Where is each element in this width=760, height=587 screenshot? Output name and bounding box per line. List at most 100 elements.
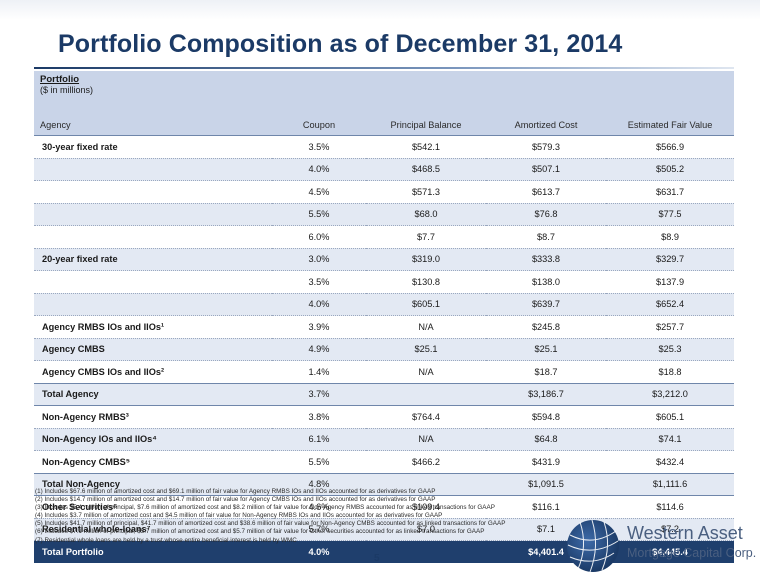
principal-balance-cell: $7.7: [366, 225, 486, 249]
principal-balance-cell: $466.2: [366, 450, 486, 474]
row-label: [34, 158, 272, 181]
footnote: (5) Includes $41.7 million of principal,…: [35, 520, 506, 528]
coupon-cell: 4.0%: [272, 540, 366, 563]
amortized-cost-cell: $639.7: [486, 293, 606, 316]
coupon-cell: 5.7%: [272, 518, 366, 541]
principal-balance-cell: $25.1: [366, 338, 486, 361]
column-header-agency: Agency: [34, 114, 272, 136]
principal-balance-cell: $319.0: [366, 248, 486, 271]
coupon-cell: 3.7%: [272, 382, 366, 406]
table-row: 20-year fixed rate 3.0% $319.0 $333.8 $329.7: [34, 248, 735, 271]
row-label: Agency CMBS: [34, 338, 272, 361]
row-label: [34, 270, 272, 294]
amortized-cost-cell: $245.8: [486, 315, 606, 339]
page-title: Portfolio Composition as of December 31,…: [58, 30, 623, 58]
row-label: Total Portfolio: [34, 540, 272, 563]
principal-balance-cell: $109.4: [366, 495, 486, 519]
table-row: Non-Agency IOs and IIOs⁴ 6.1% N/A $64.8 $74.…: [34, 428, 735, 451]
table-row: 5.5% $68.0 $76.8 $77.5: [34, 203, 735, 226]
logo-subtitle: Mortgage Capital Corp.: [627, 546, 757, 560]
coupon-cell: 4.6%: [272, 495, 366, 519]
table-row: 4.5% $571.3 $613.7 $631.7: [34, 180, 735, 204]
row-label: Agency CMBS IOs and IIOs²: [34, 360, 272, 384]
row-label: Residential whole-loans⁷: [34, 518, 272, 541]
column-header-coupon: Coupon: [272, 114, 366, 136]
table-subtitle: ($ in millions): [40, 85, 94, 95]
fair-value-cell: $137.9: [606, 270, 735, 294]
coupon-cell: 1.4%: [272, 360, 366, 384]
row-label: 20-year fixed rate: [34, 248, 272, 271]
fair-value-cell: $631.7: [606, 180, 735, 204]
coupon-cell: 5.5%: [272, 203, 366, 226]
table-row: Non-Agency RMBS³ 3.8% $764.4 $594.8 $605.1: [34, 405, 735, 429]
amortized-cost-cell: $431.9: [486, 450, 606, 474]
table-title: Portfolio: [40, 74, 80, 85]
coupon-cell: 5.5%: [272, 450, 366, 474]
footnote: (7) Residential whole loans are held by …: [35, 536, 297, 544]
row-label: Non-Agency CMBS⁵: [34, 450, 272, 474]
principal-balance-cell: $7.0: [366, 518, 486, 541]
principal-balance-cell: N/A: [366, 360, 486, 384]
coupon-cell: 4.0%: [272, 158, 366, 181]
footnote: (1) Includes $67.6 million of amortized …: [35, 488, 436, 495]
column-header-row: Agency Coupon Principal Balance Amortize…: [34, 114, 735, 136]
coupon-cell: 4.8%: [272, 472, 366, 496]
amortized-cost-cell: $613.7: [486, 180, 606, 204]
row-label: [34, 225, 272, 249]
table-row: Total Non-Agency 4.8% $1,091.5 $1,111.6: [34, 472, 735, 496]
amortized-cost-cell: $25.1: [486, 338, 606, 361]
coupon-cell: 3.5%: [272, 270, 366, 294]
portfolio-table: Portfolio ($ in millions) Agency Coupon …: [34, 71, 735, 563]
table-row: 4.0% $605.1 $639.7 $652.4: [34, 293, 735, 316]
principal-balance-cell: N/A: [366, 428, 486, 451]
fair-value-cell: $4,445.4: [606, 540, 735, 563]
fair-value-cell: $1,111.6: [606, 472, 735, 496]
row-label: Agency RMBS IOs and IIOs¹: [34, 315, 272, 339]
column-header-principal-balance: Principal Balance: [366, 114, 486, 136]
column-header-fair-value: Estimated Fair Value: [606, 114, 735, 136]
amortized-cost-cell: $1,091.5: [486, 472, 606, 496]
footnote: (6) Includes $7.1 million of principal, …: [35, 528, 485, 536]
amortized-cost-cell: $507.1: [486, 158, 606, 181]
fair-value-cell: $329.7: [606, 248, 735, 271]
portfolio-table-container: Portfolio ($ in millions) Agency Coupon …: [34, 71, 735, 563]
coupon-cell: 3.5%: [272, 135, 366, 159]
coupon-cell: 4.0%: [272, 293, 366, 316]
table-row: 6.0% $7.7 $8.7 $8.9: [34, 225, 735, 249]
fair-value-cell: $505.2: [606, 158, 735, 181]
fair-value-cell: $8.9: [606, 225, 735, 249]
coupon-cell: 3.0%: [272, 248, 366, 271]
fair-value-cell: $25.3: [606, 338, 735, 361]
table-row: Agency CMBS 4.9% $25.1 $25.1 $25.3: [34, 338, 735, 361]
amortized-cost-cell: $579.3: [486, 135, 606, 159]
row-label: [34, 180, 272, 204]
top-background: [0, 0, 760, 20]
table-row: 30-year fixed rate 3.5% $542.1 $579.3 $566.9: [34, 135, 735, 159]
row-label: Non-Agency IOs and IIOs⁴: [34, 428, 272, 451]
row-label: 30-year fixed rate: [34, 135, 272, 159]
table-header-title-row: Portfolio ($ in millions): [34, 71, 735, 114]
coupon-cell: 3.9%: [272, 315, 366, 339]
row-label: [34, 203, 272, 226]
principal-balance-cell: $605.1: [366, 293, 486, 316]
principal-balance-cell: [366, 472, 486, 496]
amortized-cost-cell: $18.7: [486, 360, 606, 384]
table-row: Non-Agency CMBS⁵ 5.5% $466.2 $431.9 $432.4: [34, 450, 735, 474]
fair-value-cell: $114.6: [606, 495, 735, 519]
fair-value-cell: $652.4: [606, 293, 735, 316]
page-number: 5: [374, 553, 380, 564]
principal-balance-cell: [366, 540, 486, 563]
amortized-cost-cell: $3,186.7: [486, 382, 606, 406]
fair-value-cell: $257.7: [606, 315, 735, 339]
principal-balance-cell: $468.5: [366, 158, 486, 181]
row-label: Non-Agency RMBS³: [34, 405, 272, 429]
table-row: Agency RMBS IOs and IIOs¹ 3.9% N/A $245.8 $2…: [34, 315, 735, 339]
table-row: 3.5% $130.8 $138.0 $137.9: [34, 270, 735, 294]
row-label: Total Agency: [34, 382, 272, 406]
logo-name: Western Asset: [627, 523, 743, 543]
fair-value-cell: $77.5: [606, 203, 735, 226]
table-row: 4.0% $468.5 $507.1 $505.2: [34, 158, 735, 181]
footnotes: (1) Includes $67.6 million of amortized …: [35, 488, 555, 545]
fair-value-cell: $3,212.0: [606, 382, 735, 406]
fair-value-cell: $432.4: [606, 450, 735, 474]
